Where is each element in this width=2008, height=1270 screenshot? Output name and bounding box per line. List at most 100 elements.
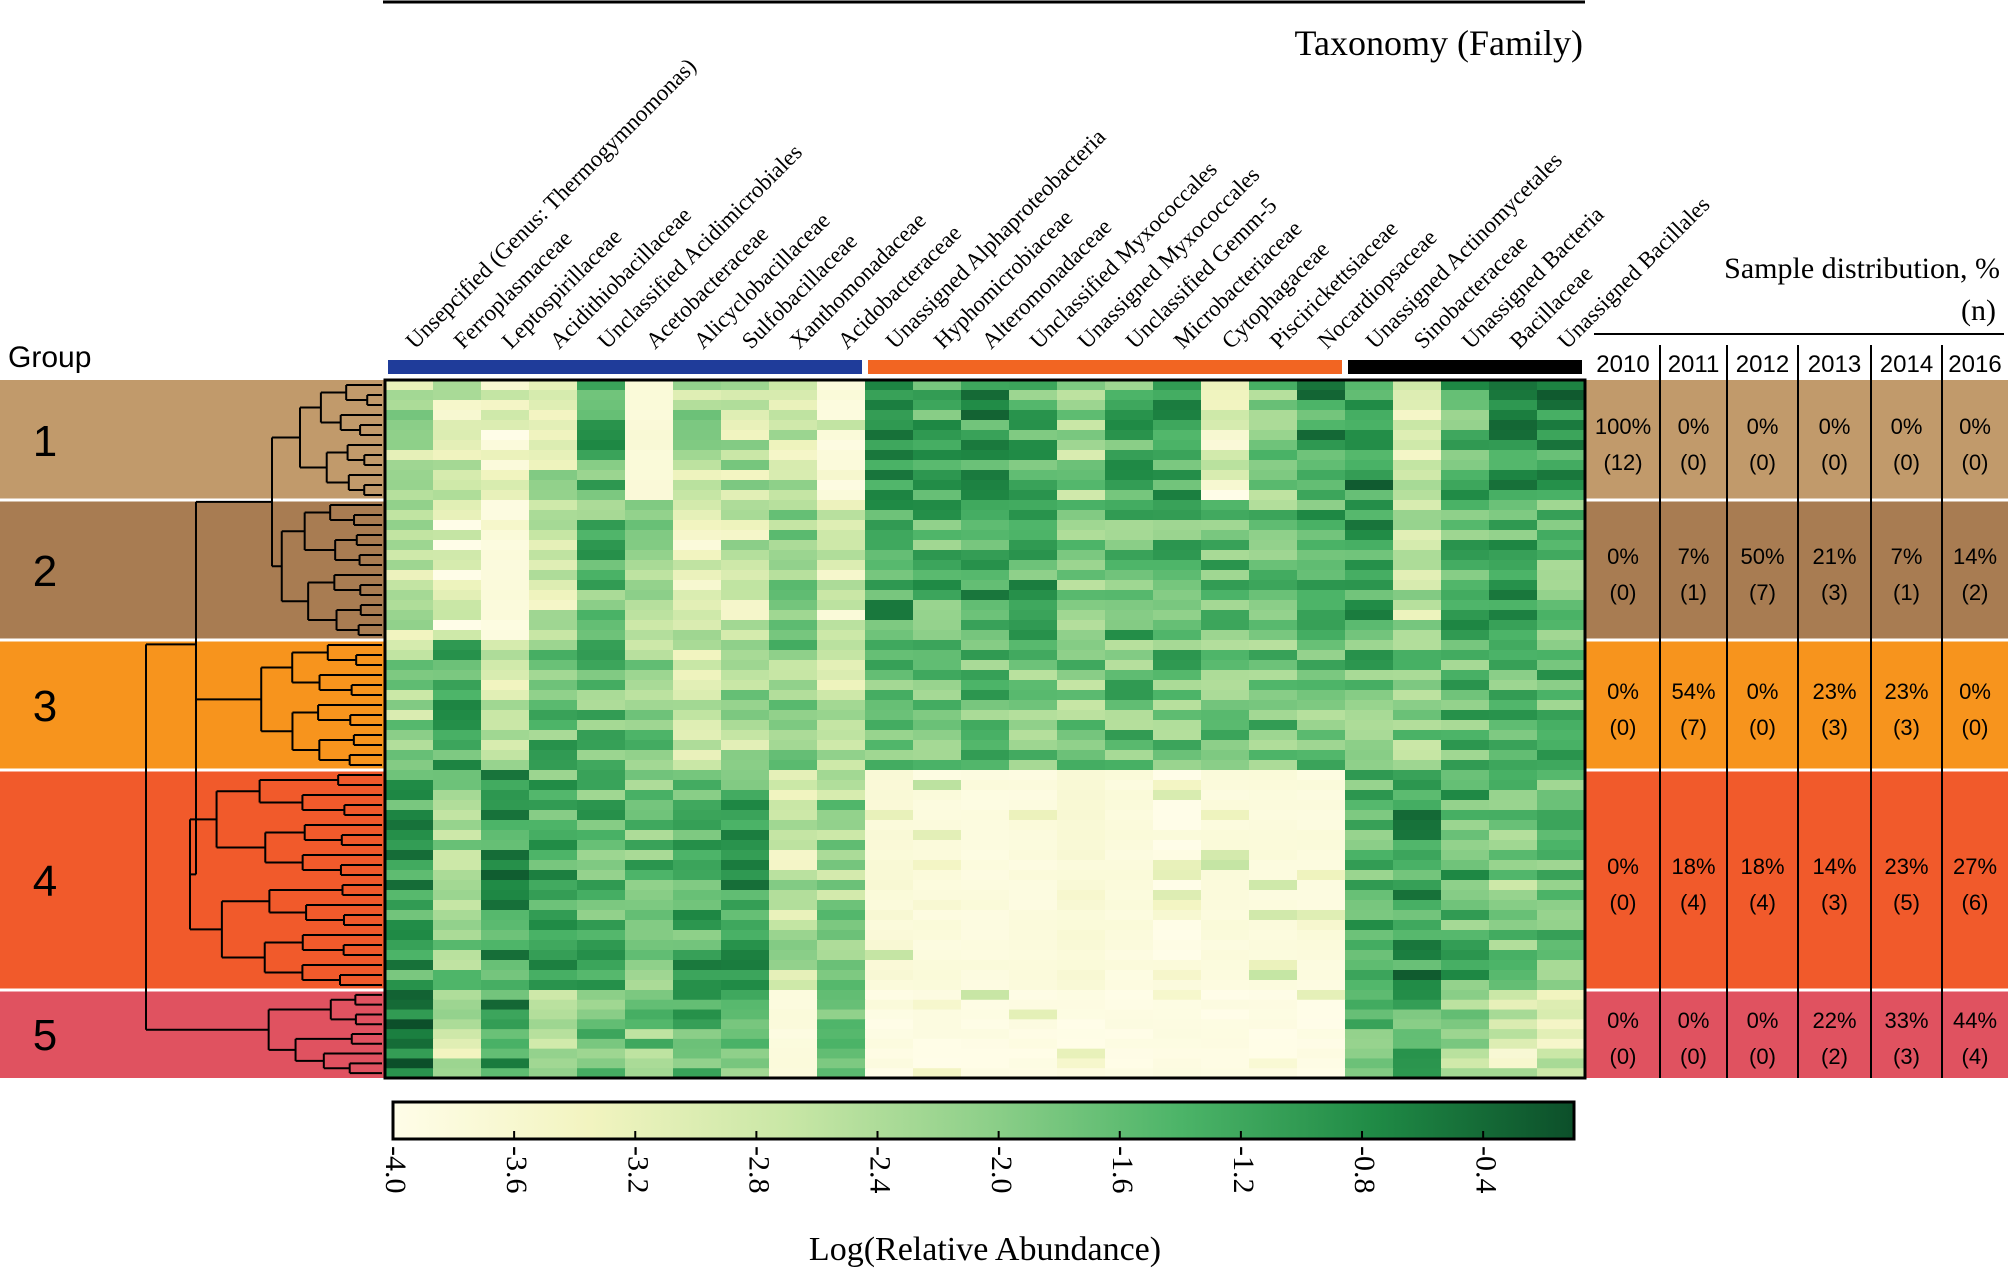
heatmap-cell bbox=[1057, 920, 1106, 931]
heatmap-cell bbox=[1441, 470, 1490, 481]
heatmap-cell bbox=[1009, 810, 1058, 821]
heatmap-cell bbox=[1057, 590, 1106, 601]
heatmap-cell bbox=[481, 940, 530, 951]
heatmap-cell bbox=[673, 990, 722, 1001]
distribution-count: (0) bbox=[1749, 1044, 1776, 1069]
year-header-2014: 2014 bbox=[1880, 351, 1933, 378]
heatmap-cell bbox=[1297, 580, 1346, 591]
distribution-count: (0) bbox=[1680, 450, 1707, 475]
heatmap-cell bbox=[1297, 430, 1346, 441]
heatmap-cell bbox=[1201, 510, 1250, 521]
colorbar-label: Log(Relative Abundance) bbox=[809, 1231, 1161, 1268]
heatmap-cell bbox=[1249, 860, 1298, 871]
heatmap-cell bbox=[385, 430, 434, 441]
heatmap-cell bbox=[1393, 550, 1442, 561]
heatmap-cell bbox=[385, 490, 434, 501]
heatmap-cell bbox=[1153, 1058, 1202, 1069]
heatmap-cell bbox=[1489, 490, 1538, 501]
heatmap-cell bbox=[1537, 990, 1586, 1001]
heatmap-cell bbox=[1057, 690, 1106, 701]
heatmap-cell bbox=[433, 880, 482, 891]
heatmap-cell bbox=[865, 650, 914, 661]
heatmap-cell bbox=[385, 690, 434, 701]
heatmap-cell bbox=[913, 910, 962, 921]
heatmap-cell bbox=[961, 410, 1010, 421]
heatmap-cell bbox=[1009, 750, 1058, 761]
heatmap-cell bbox=[1345, 600, 1394, 611]
distribution-percent: 14% bbox=[1953, 544, 1997, 569]
heatmap-cell bbox=[1345, 890, 1394, 901]
heatmap-cell bbox=[1345, 540, 1394, 551]
heatmap-cell bbox=[1153, 910, 1202, 921]
heatmap-cell bbox=[913, 820, 962, 831]
heatmap-cell bbox=[1345, 450, 1394, 461]
heatmap-cell bbox=[529, 950, 578, 961]
heatmap-cell bbox=[1201, 620, 1250, 631]
heatmap-cell bbox=[1393, 1009, 1442, 1020]
heatmap-cell bbox=[1105, 930, 1154, 941]
heatmap-cell bbox=[577, 530, 626, 541]
heatmap-cell bbox=[385, 700, 434, 711]
heatmap-cell bbox=[1249, 520, 1298, 531]
heatmap-cell bbox=[481, 430, 530, 441]
heatmap-cell bbox=[769, 900, 818, 911]
heatmap-cell bbox=[961, 480, 1010, 491]
heatmap-cell bbox=[673, 970, 722, 981]
heatmap-cell bbox=[1057, 900, 1106, 911]
heatmap-cell bbox=[481, 960, 530, 971]
heatmap-cell bbox=[529, 650, 578, 661]
heatmap-cell bbox=[817, 900, 866, 911]
heatmap-cell bbox=[1537, 880, 1586, 891]
heatmap-cell bbox=[1345, 820, 1394, 831]
heatmap-cell bbox=[1393, 610, 1442, 621]
heatmap-cell bbox=[625, 850, 674, 861]
heatmap-cell bbox=[817, 500, 866, 511]
heatmap-cell bbox=[769, 690, 818, 701]
heatmap-cell bbox=[625, 460, 674, 471]
heatmap-cell bbox=[1009, 930, 1058, 941]
heatmap-cell bbox=[769, 770, 818, 781]
heatmap-cell bbox=[1345, 1038, 1394, 1050]
heatmap-cell bbox=[577, 850, 626, 861]
heatmap-cell bbox=[1009, 560, 1058, 571]
heatmap-cell bbox=[1345, 960, 1394, 971]
heatmap-cell bbox=[1249, 999, 1298, 1011]
heatmap-cell bbox=[1489, 850, 1538, 861]
heatmap-cell bbox=[1105, 600, 1154, 611]
heatmap-cell bbox=[1441, 600, 1490, 611]
heatmap-cell bbox=[385, 440, 434, 451]
heatmap-cell bbox=[1201, 400, 1250, 411]
heatmap-cell bbox=[1345, 840, 1394, 851]
heatmap-cell bbox=[385, 480, 434, 491]
heatmap-cell bbox=[433, 450, 482, 461]
heatmap-cell bbox=[1297, 1048, 1346, 1060]
heatmap-cell bbox=[1105, 590, 1154, 601]
heatmap-cell bbox=[865, 590, 914, 601]
distribution-count: (4) bbox=[1749, 890, 1776, 915]
heatmap-cell bbox=[1153, 750, 1202, 761]
heatmap-cell bbox=[1297, 590, 1346, 601]
heatmap-cell bbox=[1249, 690, 1298, 701]
heatmap-cell bbox=[1201, 670, 1250, 681]
heatmap-cell bbox=[769, 450, 818, 461]
heatmap-cell bbox=[1345, 490, 1394, 501]
heatmap-cell bbox=[1057, 520, 1106, 531]
heatmap-cell bbox=[1249, 890, 1298, 901]
heatmap-cell bbox=[769, 610, 818, 621]
colorbar-tick-label: -4.0 bbox=[379, 1146, 412, 1194]
heatmap-cell bbox=[721, 1019, 770, 1030]
heatmap-cell bbox=[481, 480, 530, 491]
heatmap-cell bbox=[961, 640, 1010, 651]
heatmap-cell bbox=[1009, 780, 1058, 791]
heatmap-cell bbox=[769, 460, 818, 471]
heatmap-cell bbox=[1201, 1068, 1250, 1079]
heatmap-cell bbox=[433, 1029, 482, 1040]
heatmap-cell bbox=[625, 1058, 674, 1069]
heatmap-cell bbox=[1393, 400, 1442, 411]
heatmap-cell bbox=[1393, 790, 1442, 801]
heatmap-cell bbox=[1057, 660, 1106, 671]
heatmap-cell bbox=[1153, 540, 1202, 551]
heatmap-cell bbox=[1105, 999, 1154, 1011]
heatmap-cell bbox=[577, 990, 626, 1001]
heatmap-cell bbox=[1345, 810, 1394, 821]
